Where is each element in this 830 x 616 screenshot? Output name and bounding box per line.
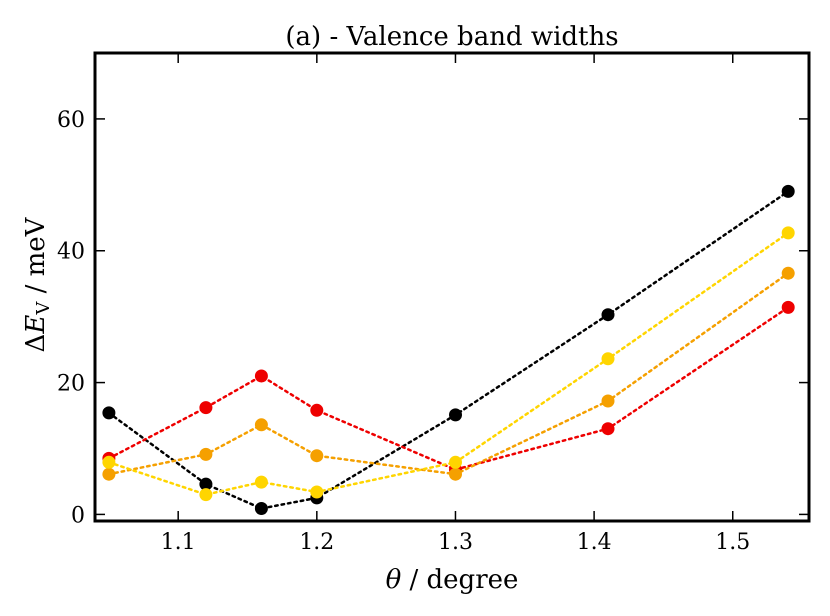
data-point-black [102,406,116,420]
data-point-yellow [781,226,795,240]
x-axis-label: θ / degree [386,565,519,595]
data-point-black [601,308,615,322]
data-point-red [601,422,615,436]
y-axis-label: ΔEV / meV [21,216,54,352]
y-tick-label: 40 [57,240,85,265]
data-point-orange [199,447,213,461]
data-point-orange [601,394,615,408]
series-layer [102,184,795,515]
y-tick-label: 20 [57,372,85,397]
data-point-orange [310,449,324,463]
chart-title: (a) - Valence band widths [285,22,618,52]
data-point-yellow [449,455,462,469]
data-point-orange [449,467,462,481]
data-point-orange [781,266,795,280]
series-orange [102,266,795,481]
series-black [102,184,795,515]
y-axis-delta: Δ [21,334,51,353]
x-tick-label: 1.5 [715,530,750,555]
data-point-red [310,403,324,417]
data-point-black [781,184,795,198]
y-tick-label: 60 [57,108,85,133]
data-point-black [199,477,213,491]
data-point-orange [102,467,116,481]
data-point-black [254,502,268,515]
x-tick-label: 1.2 [299,530,334,555]
data-point-red [199,401,213,415]
data-point-yellow [199,488,213,502]
x-tick-label: 1.3 [438,530,473,555]
ticks-layer: 1.1 1.2 1.3 1.4 1.5 0 20 40 60 [57,53,809,555]
data-point-black [449,408,462,422]
x-tick-label: 1.4 [577,530,612,555]
series-line-black [107,190,790,510]
y-tick-label: 0 [71,503,85,528]
x-tick-label: 1.1 [161,530,196,555]
data-point-yellow [310,485,324,499]
data-point-yellow [254,475,268,489]
y-axis-subscript: V [33,301,54,316]
y-axis-symbol: E [21,315,51,335]
series-yellow [102,226,795,502]
x-axis-unit: / degree [401,565,518,595]
data-point-red [781,300,795,314]
series-line-red [107,306,790,471]
plot-frame [93,51,811,523]
data-point-yellow [601,352,615,366]
data-point-orange [254,418,268,432]
x-axis-symbol: θ [386,565,402,595]
data-point-red [254,369,268,383]
data-point-yellow [102,455,116,469]
y-axis-unit: / meV [21,216,51,301]
